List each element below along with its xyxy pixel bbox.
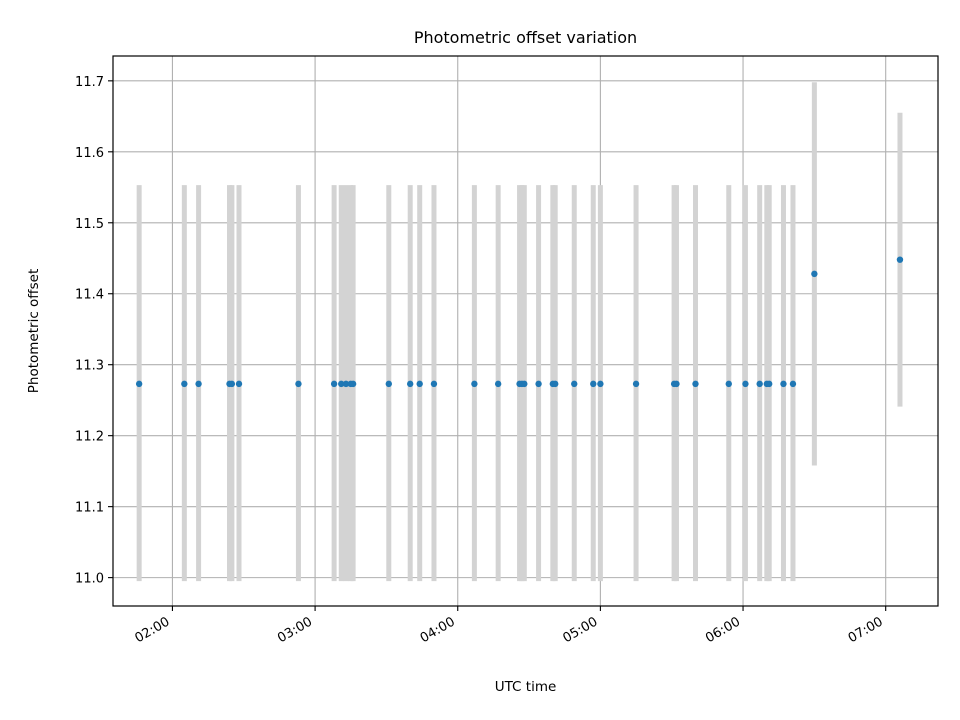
data-point xyxy=(338,380,345,388)
data-point xyxy=(780,380,787,388)
data-point xyxy=(552,380,559,388)
data-point xyxy=(385,380,392,388)
y-tick-label: 11.7 xyxy=(75,75,104,90)
y-tick-label: 11.0 xyxy=(75,572,104,587)
y-tick-label: 11.2 xyxy=(75,430,104,445)
data-point xyxy=(342,380,350,388)
data-point xyxy=(195,380,202,388)
y-tick-label: 11.6 xyxy=(75,146,104,161)
data-point xyxy=(756,380,763,388)
x-axis-label: UTC time xyxy=(495,679,557,695)
data-point xyxy=(725,380,732,388)
data-point xyxy=(535,380,542,388)
chart-title: Photometric offset variation xyxy=(414,28,637,47)
data-point xyxy=(135,380,143,388)
y-tick-label: 11.3 xyxy=(75,359,104,374)
data-points xyxy=(135,256,904,388)
data-point xyxy=(181,380,188,388)
plot-area xyxy=(112,55,939,607)
data-point xyxy=(235,380,243,388)
data-point xyxy=(471,380,478,388)
data-point xyxy=(228,380,236,388)
y-tick-label: 11.5 xyxy=(75,217,104,232)
x-tick-label: 04:00 xyxy=(418,614,458,646)
data-point xyxy=(295,380,302,388)
y-tick-label: 11.4 xyxy=(75,288,104,303)
data-point xyxy=(632,380,640,388)
data-point xyxy=(349,380,357,388)
data-point xyxy=(742,380,749,388)
data-point xyxy=(811,270,818,278)
y-tick-label: 11.1 xyxy=(75,501,104,516)
data-point xyxy=(597,380,604,388)
data-point xyxy=(673,380,680,388)
y-axis-label: Photometric offset xyxy=(26,269,42,393)
data-point xyxy=(692,380,699,388)
x-tick-label: 07:00 xyxy=(846,614,886,646)
x-tick-label: 06:00 xyxy=(703,614,743,646)
data-point xyxy=(416,380,423,388)
x-tick-label: 05:00 xyxy=(560,614,600,646)
x-tick-label: 03:00 xyxy=(275,614,315,646)
data-point xyxy=(494,380,502,388)
data-point xyxy=(765,380,773,388)
data-point xyxy=(330,380,338,388)
data-point xyxy=(789,380,797,388)
data-point xyxy=(896,256,904,263)
data-point xyxy=(406,380,414,388)
data-point xyxy=(430,380,438,388)
data-point xyxy=(571,380,578,388)
ticks: 11.0 11.1 11.2 11.3 11.4 11.5 11.6 11.7 02:00 03:… xyxy=(75,75,887,646)
data-point xyxy=(590,380,597,388)
x-tick-label: 02:00 xyxy=(132,614,172,646)
data-point xyxy=(521,380,528,388)
